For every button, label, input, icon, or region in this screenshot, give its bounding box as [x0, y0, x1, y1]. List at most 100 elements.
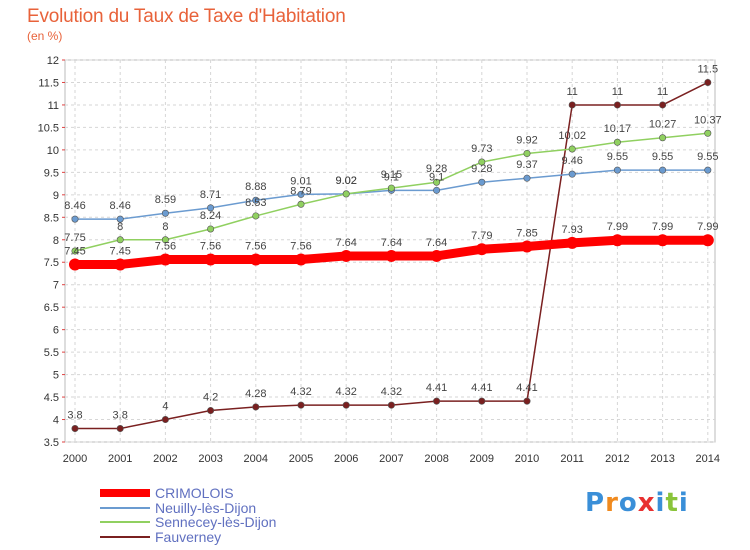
data-point	[475, 243, 488, 256]
data-point	[433, 186, 441, 194]
data-label: 10.37	[694, 114, 722, 126]
data-point	[71, 425, 79, 433]
data-label: 7.64	[381, 237, 402, 249]
data-point	[71, 215, 79, 223]
data-label: 7.93	[561, 224, 582, 236]
data-label: 9.1	[384, 171, 399, 183]
y-tick-label: 11.5	[38, 77, 59, 89]
data-label: 8.79	[290, 185, 311, 197]
data-point	[297, 200, 305, 208]
data-point	[207, 204, 215, 212]
data-label: 8.71	[200, 189, 221, 201]
data-label: 7.99	[607, 221, 628, 233]
x-tick-label: 2008	[424, 453, 448, 465]
data-point	[69, 258, 81, 271]
data-label: 10.02	[558, 130, 586, 142]
logo-letter: r	[605, 488, 619, 518]
data-label: 7.75	[64, 232, 85, 244]
data-label: 7.56	[155, 241, 176, 253]
legend-label: Sennecey-lès-Dijon	[155, 514, 277, 530]
data-point	[161, 416, 169, 424]
logo-letter: i	[655, 488, 666, 518]
y-tick-label: 6.5	[44, 302, 59, 314]
data-point	[387, 401, 395, 409]
legend-item: CRIMOLOIS	[100, 486, 276, 501]
x-tick-label: 2010	[515, 453, 539, 465]
data-label: 7.56	[200, 241, 221, 253]
data-label: 10.17	[604, 123, 632, 135]
legend-label: CRIMOLOIS	[155, 485, 234, 501]
data-label: 4.2	[203, 392, 218, 404]
data-label: 11	[657, 86, 668, 98]
data-point	[478, 178, 486, 186]
data-point	[207, 225, 215, 233]
data-point	[159, 253, 172, 266]
data-label: 8.53	[245, 197, 266, 209]
data-label: 8	[117, 221, 123, 233]
y-tick-label: 8.5	[44, 212, 59, 224]
x-tick-label: 2013	[650, 453, 674, 465]
data-label: 4.41	[426, 382, 447, 394]
data-point	[385, 249, 398, 262]
data-point	[342, 401, 350, 409]
x-tick-label: 2002	[153, 453, 177, 465]
data-label: 10.27	[649, 119, 677, 131]
legend-swatch	[100, 506, 150, 509]
y-tick-label: 9.5	[44, 167, 59, 179]
data-point	[659, 166, 667, 174]
data-label: 8.46	[64, 200, 85, 212]
data-label: 8.59	[155, 194, 176, 206]
data-point	[161, 209, 169, 217]
data-label: 7.45	[109, 245, 130, 257]
data-label: 9.28	[426, 163, 447, 175]
data-point	[297, 401, 305, 409]
data-label: 7.99	[652, 221, 673, 233]
data-label: 4	[162, 401, 168, 413]
y-tick-label: 5	[53, 370, 59, 382]
data-point	[430, 249, 443, 262]
data-point	[207, 407, 215, 415]
data-point	[613, 101, 621, 109]
y-tick-label: 10	[47, 145, 59, 157]
x-tick-label: 2012	[605, 453, 629, 465]
data-point	[656, 234, 669, 247]
data-point	[252, 196, 260, 204]
data-point	[116, 236, 124, 244]
data-point	[433, 397, 441, 405]
y-tick-label: 4.5	[44, 392, 59, 404]
x-tick-label: 2001	[108, 453, 132, 465]
data-point	[613, 138, 621, 146]
data-point	[116, 215, 124, 223]
data-label: 8.88	[245, 181, 266, 193]
data-point	[704, 78, 712, 86]
x-tick-label: 2009	[470, 453, 494, 465]
y-tick-label: 7	[53, 280, 59, 292]
data-point	[478, 397, 486, 405]
data-point	[568, 170, 576, 178]
data-label: 9.15	[381, 169, 402, 181]
data-point	[71, 247, 79, 255]
data-point	[568, 101, 576, 109]
data-label: 9.01	[290, 175, 311, 187]
data-label: 4.41	[516, 382, 537, 394]
data-point	[523, 397, 531, 405]
data-point	[340, 249, 353, 262]
data-label: 11.5	[698, 63, 719, 75]
data-point	[523, 149, 531, 157]
data-label: 9.02	[335, 175, 356, 187]
data-point	[701, 234, 714, 247]
x-tick-label: 2003	[198, 453, 222, 465]
data-label: 4.41	[471, 382, 492, 394]
y-tick-label: 3.5	[44, 437, 59, 449]
legend-swatch	[100, 521, 150, 524]
data-label: 9.55	[697, 151, 718, 163]
data-label: 9.1	[429, 171, 444, 183]
data-point	[568, 145, 576, 153]
y-tick-label: 4	[53, 415, 59, 427]
data-point	[659, 134, 667, 142]
data-label: 9.55	[607, 151, 628, 163]
data-point	[704, 129, 712, 137]
x-tick-label: 2006	[334, 453, 358, 465]
data-point	[611, 234, 624, 247]
data-point	[387, 184, 395, 192]
